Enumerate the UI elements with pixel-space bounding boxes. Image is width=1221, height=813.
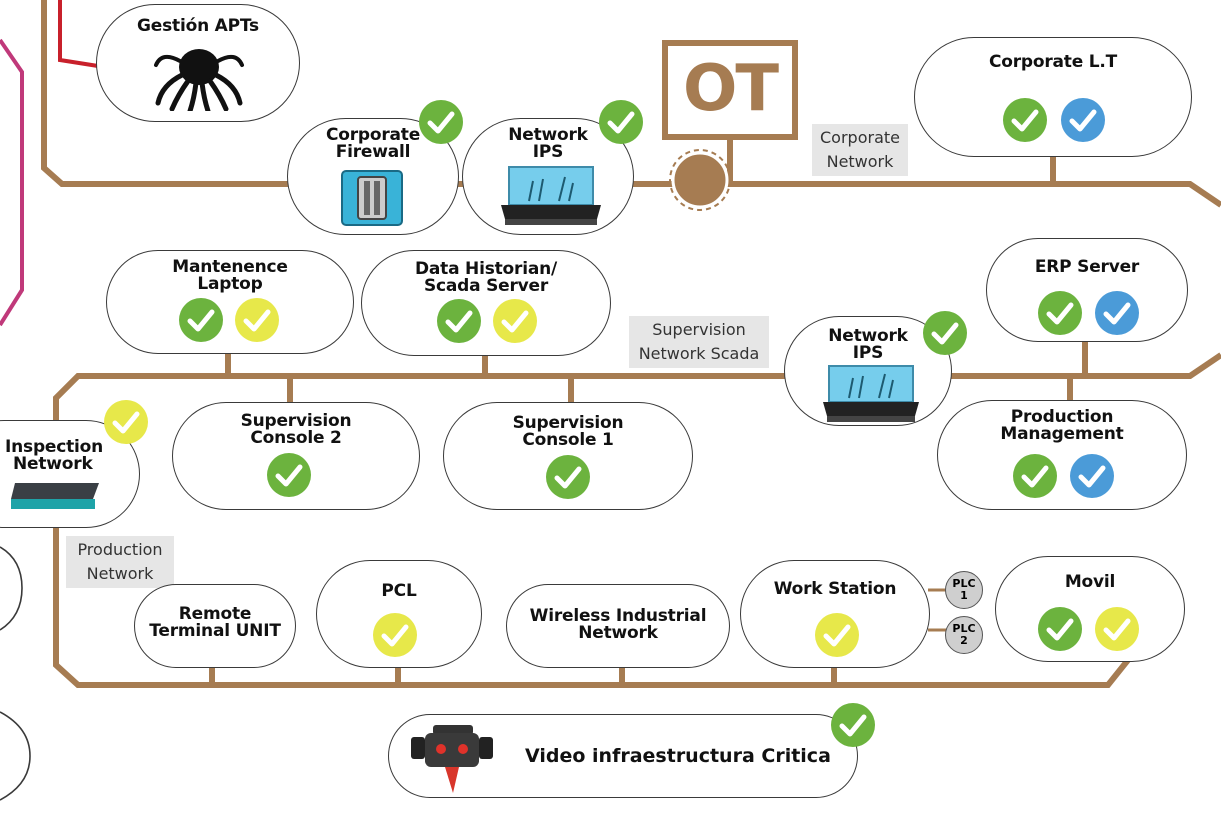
node-supervision-console-1[interactable]: Supervision Console 1 xyxy=(443,402,693,510)
check-icon xyxy=(1038,607,1082,651)
node-title-line-1: Mantenence xyxy=(172,257,288,277)
network-switch-icon xyxy=(11,483,99,509)
node-title-line-2: Scada Server xyxy=(423,276,549,296)
production-network-label: Production Network xyxy=(66,536,174,588)
node-title: Movil xyxy=(1064,572,1116,592)
node-wireless-industrial[interactable]: Wireless Industrial Network xyxy=(506,584,730,668)
node-title-line-2: Management xyxy=(1000,424,1124,444)
node-inspection-network[interactable]: Inspection Network xyxy=(0,420,140,528)
check-icon xyxy=(419,100,463,144)
check-icon xyxy=(267,453,311,497)
node-erp-server[interactable]: ERP Server xyxy=(986,238,1188,342)
node-title-line-2: Terminal UNIT xyxy=(149,621,281,641)
check-icon xyxy=(493,299,537,343)
partial-node-left-1 xyxy=(0,546,23,631)
node-title-line-2: Network xyxy=(13,454,93,474)
node-title-line-2: Network xyxy=(578,623,658,643)
node-title-line-1: Supervision xyxy=(512,413,624,433)
node-title: PCL xyxy=(381,581,417,601)
check-icon xyxy=(546,455,590,499)
node-title-line-1: Wireless Industrial xyxy=(529,606,707,626)
check-icon xyxy=(1038,291,1082,335)
check-icon xyxy=(235,298,279,342)
check-icon xyxy=(1095,607,1139,651)
red-link-line xyxy=(58,0,99,68)
check-icon xyxy=(437,299,481,343)
check-icon xyxy=(599,100,643,144)
ips-appliance-icon xyxy=(823,365,919,422)
supervision-network-label: Supervision Network Scada xyxy=(629,316,769,368)
node-title-line-1: Production xyxy=(1010,407,1114,427)
node-movil[interactable]: Movil xyxy=(995,556,1185,662)
node-title-line-1: Corporate xyxy=(325,125,421,145)
ips-appliance-icon xyxy=(501,166,601,225)
node-title: ERP Server xyxy=(1034,257,1140,277)
check-icon xyxy=(1070,454,1114,498)
node-mantenence-laptop[interactable]: Mantenence Laptop xyxy=(106,250,354,354)
production-network-bus xyxy=(53,525,1131,688)
check-icon xyxy=(373,613,417,657)
check-icon xyxy=(179,298,223,342)
plc-1-badge[interactable]: PLC 1 xyxy=(945,571,983,609)
firewall-icon xyxy=(341,170,403,226)
node-title-line-2: Firewall xyxy=(335,142,411,162)
node-title-line-1: Supervision xyxy=(240,411,352,431)
node-title-line-2: IPS xyxy=(852,343,884,363)
node-corporate-lt[interactable]: Corporate L.T xyxy=(914,37,1192,157)
partial-node-left-2 xyxy=(0,711,31,801)
node-supervision-console-2[interactable]: Supervision Console 2 xyxy=(172,402,420,510)
node-title-line-2: IPS xyxy=(532,142,564,162)
node-title: Work Station xyxy=(773,579,897,599)
check-icon xyxy=(815,613,859,657)
corporate-network-label: Corporate Network xyxy=(812,124,908,176)
check-icon xyxy=(104,400,148,444)
node-title-line-2: Console 1 xyxy=(522,430,614,450)
node-title-line-1: Remote xyxy=(178,604,252,624)
node-pcl[interactable]: PCL xyxy=(316,560,482,668)
corporate-network-bus xyxy=(41,0,1221,208)
magenta-link-line xyxy=(0,38,24,327)
node-title: Corporate L.T xyxy=(988,52,1118,72)
ot-connector-node xyxy=(671,151,729,209)
octopus-icon xyxy=(154,49,244,111)
node-production-management[interactable]: Production Management xyxy=(937,400,1187,510)
ot-label: OT xyxy=(662,40,798,140)
node-title: Video infraestructura Critica xyxy=(525,745,831,767)
node-title-line-1: Network xyxy=(508,125,588,145)
node-title-line-1: Inspection xyxy=(5,437,104,457)
node-title-line-2: Console 2 xyxy=(250,428,342,448)
check-icon xyxy=(831,703,875,747)
check-icon xyxy=(1003,98,1047,142)
robot-camera-icon xyxy=(411,725,493,793)
node-video-infraestructura[interactable]: Video infraestructura Critica xyxy=(388,714,858,798)
node-gestion-apts[interactable]: Gestión APTs xyxy=(96,4,300,122)
supervision-network-bus xyxy=(53,352,1221,455)
node-title-line-1: Data Historian/ xyxy=(414,259,558,279)
node-remote-terminal-unit[interactable]: Remote Terminal UNIT xyxy=(134,584,296,668)
check-icon xyxy=(1095,291,1139,335)
node-title: Gestión APTs xyxy=(137,16,259,36)
plc-2-badge[interactable]: PLC 2 xyxy=(945,616,983,654)
node-data-historian[interactable]: Data Historian/ Scada Server xyxy=(361,250,611,356)
node-title-line-2: Laptop xyxy=(197,274,263,294)
check-icon xyxy=(1013,454,1057,498)
node-title-line-1: Network xyxy=(828,326,908,346)
node-work-station[interactable]: Work Station xyxy=(740,560,930,668)
check-icon xyxy=(1061,98,1105,142)
check-icon xyxy=(923,311,967,355)
